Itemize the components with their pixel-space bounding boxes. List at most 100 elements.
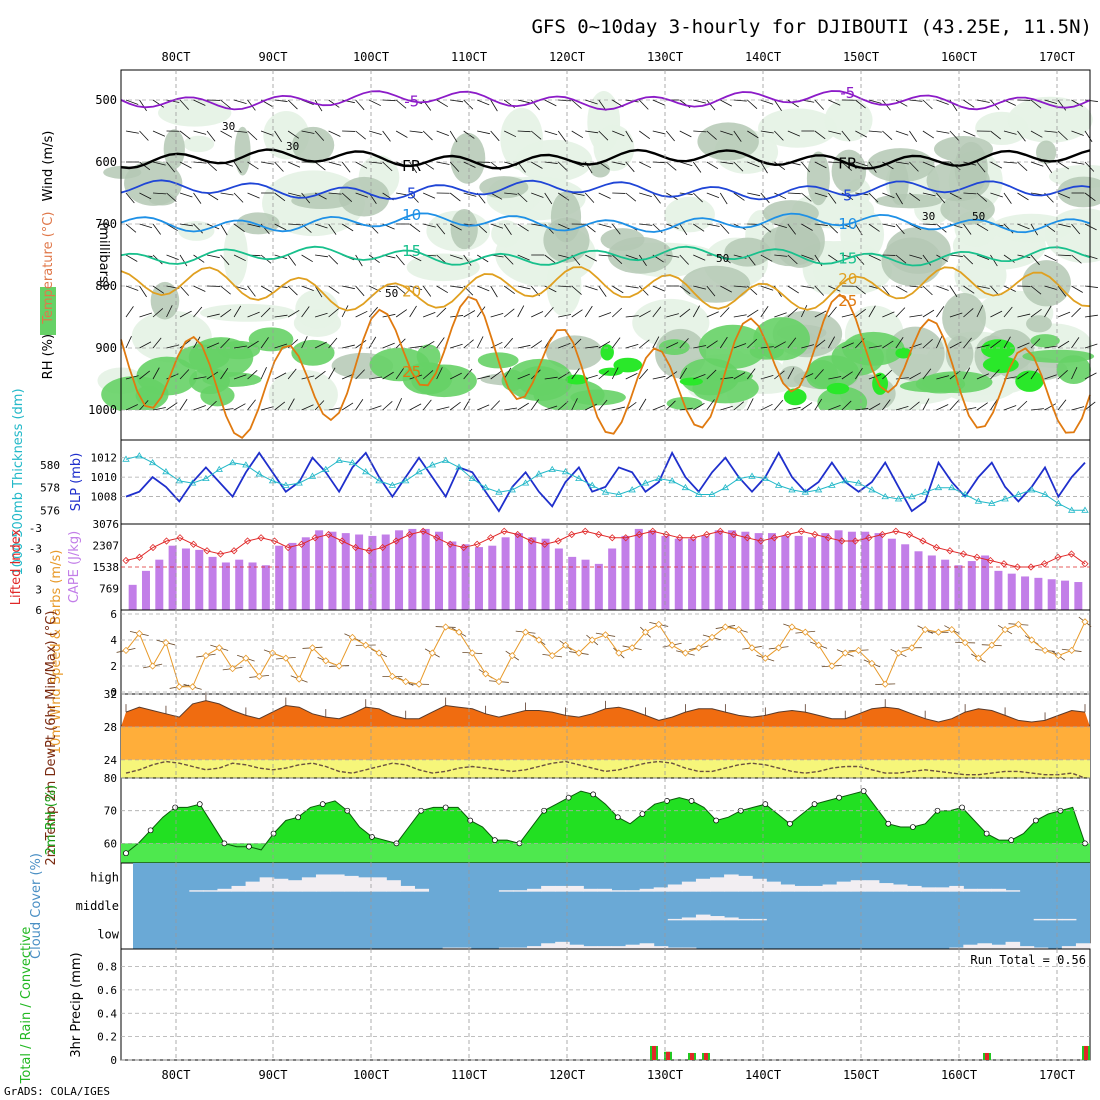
thickness-point	[468, 474, 477, 481]
wind-barb	[611, 337, 621, 349]
wind-barb	[841, 342, 854, 349]
wind-point	[282, 654, 290, 662]
wind-barb	[233, 403, 246, 411]
rh-contour-label: 50	[385, 287, 398, 300]
wind-barb	[436, 223, 446, 235]
rh-blob-mid	[291, 192, 353, 209]
contour-label: 15	[402, 242, 421, 260]
wind-point	[868, 659, 876, 667]
cloud-row-label: high	[90, 870, 119, 884]
rh2m-point	[319, 801, 326, 808]
wind-barb	[247, 340, 259, 349]
wind-point	[1014, 620, 1022, 628]
rh-contour-label: 50	[972, 210, 985, 223]
cape-bar	[248, 562, 257, 610]
wind-barb	[909, 130, 918, 143]
thickness-point	[761, 474, 770, 481]
wind-barb	[274, 223, 287, 231]
wind-barb	[841, 130, 851, 142]
wind-point	[242, 654, 250, 662]
upper-air-panel: -5 -5 FR FR 5 5 10 10 15 15 20 20 25 25 30 30 50 30 50 50 5…	[40, 69, 1100, 441]
wind-point	[921, 626, 929, 634]
wind-barb	[868, 223, 880, 232]
ylabel-wind: Wind (m/s)	[41, 131, 56, 202]
cape-bar	[648, 530, 657, 610]
wind-barb	[625, 161, 635, 173]
wind-point	[815, 641, 823, 649]
rh2m-point	[270, 830, 277, 837]
rh2m-point	[811, 801, 818, 808]
wind-barb	[747, 99, 758, 109]
wind-barb	[530, 130, 542, 140]
wind-barb	[666, 313, 679, 318]
rh-blob-mid	[881, 237, 942, 286]
cape-bar	[275, 545, 284, 610]
li-point	[838, 537, 846, 545]
thickness-point	[521, 479, 530, 486]
wind-barb	[274, 161, 284, 172]
wind-barb	[706, 369, 717, 380]
wind-barb	[274, 401, 286, 411]
thickness-point	[841, 477, 849, 484]
x-tick-bottom-label: 170CT	[1039, 1068, 1075, 1082]
cloud-cell	[245, 881, 261, 892]
wind-barb	[774, 223, 787, 228]
cape-bar	[887, 538, 896, 610]
wind-barb	[152, 285, 165, 294]
wind-barb	[125, 285, 139, 291]
wind-barb	[639, 339, 650, 349]
wind-barb	[490, 99, 498, 112]
wind-barb	[490, 285, 498, 298]
wind-barb	[760, 285, 774, 291]
wind-barb	[1044, 403, 1057, 411]
cape-bar	[581, 559, 590, 610]
wind-barb	[679, 367, 688, 380]
wind-barb	[449, 223, 462, 231]
wind-barb	[719, 336, 728, 349]
wind-barb	[787, 337, 797, 349]
wind-barb	[747, 338, 758, 349]
wind-barb	[504, 192, 518, 195]
wind-barb	[125, 99, 139, 105]
li-point	[703, 530, 711, 539]
wind-barb	[247, 192, 260, 199]
cloud-cell	[977, 943, 992, 949]
cloud-cell	[907, 885, 922, 892]
wind-barb	[720, 307, 730, 318]
wind-barb	[828, 285, 841, 292]
wind-barb	[909, 401, 920, 411]
wind-barb	[395, 254, 405, 266]
thickness-point	[1028, 486, 1036, 493]
wind-barb	[895, 254, 907, 264]
wind-barb	[423, 223, 436, 228]
rh-blob-bright	[783, 388, 807, 406]
wind-barb	[503, 285, 515, 294]
rh-blob-bright	[895, 347, 912, 359]
wind-barb	[179, 161, 192, 169]
wind-barb	[503, 223, 512, 236]
cloud-cell	[541, 943, 556, 949]
wind-barb	[841, 313, 855, 318]
wind-barb	[760, 192, 770, 204]
rh-blob-mid	[600, 228, 645, 251]
thickness-point	[402, 477, 410, 484]
rh-blob-green	[1030, 334, 1060, 348]
svg-text:RH (%) Temperature (°C: RH (%) Temperature (°C) Wind (m/s)	[41, 131, 56, 380]
rh2m-tick-label: 60	[104, 837, 117, 850]
wind-barb	[152, 192, 167, 195]
wind-barb	[558, 99, 572, 102]
wind-barb	[733, 161, 744, 172]
rh-blob-green	[658, 339, 690, 356]
wind-point	[362, 641, 370, 649]
wind-barb	[909, 314, 923, 318]
cloud-cell	[892, 884, 908, 892]
li-point	[338, 537, 346, 545]
wind-barb	[760, 161, 768, 174]
wind-barb	[774, 130, 784, 141]
li-point	[243, 537, 252, 545]
cape-bar	[901, 544, 910, 610]
cape-bar	[688, 538, 697, 610]
cloud-cell	[597, 946, 612, 949]
wind-barb	[976, 344, 990, 349]
cape-bar	[1034, 577, 1043, 610]
